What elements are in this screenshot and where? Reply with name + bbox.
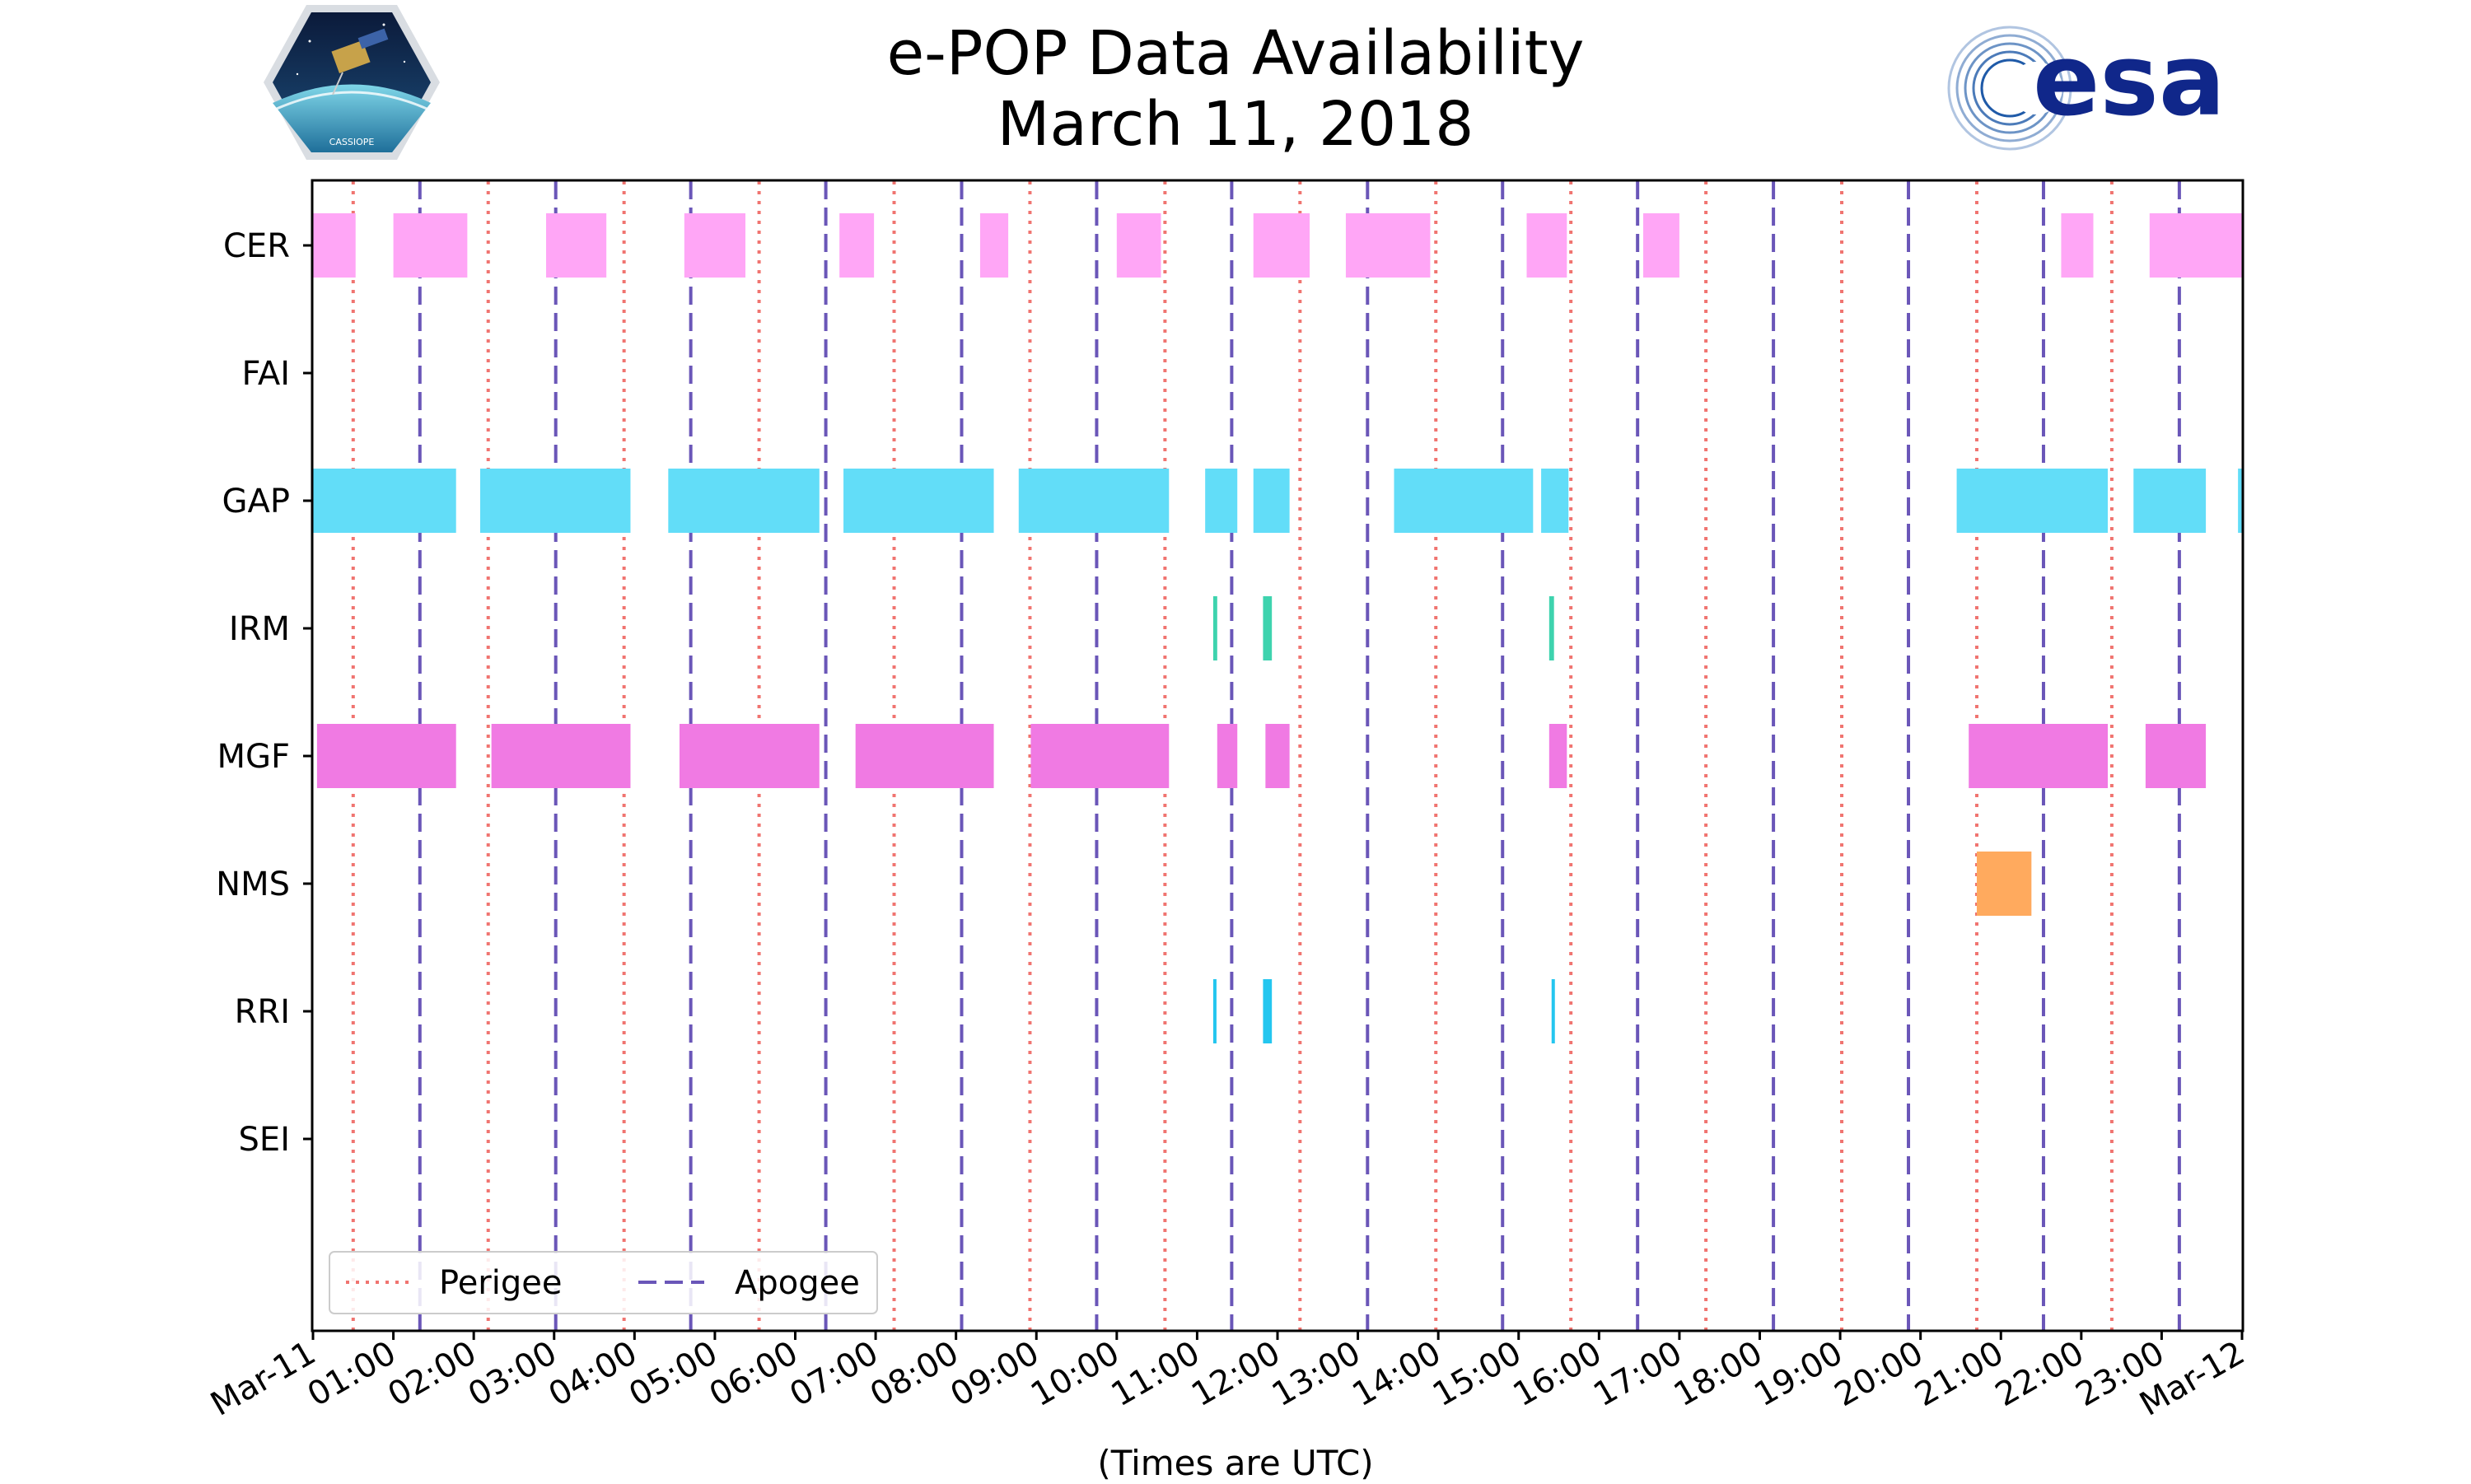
bar-gap xyxy=(1956,469,2109,533)
x-tick-label: 21:00 xyxy=(1908,1334,2010,1414)
y-tick-label: RRI xyxy=(235,993,290,1031)
bar-gap xyxy=(2133,469,2207,533)
x-tick-label: 07:00 xyxy=(783,1334,885,1414)
x-tick-label: 16:00 xyxy=(1506,1334,1608,1414)
y-tick-label: SEI xyxy=(239,1121,290,1159)
esa-swirl-icon xyxy=(1947,26,2072,151)
y-tick-label: MGF xyxy=(217,738,290,776)
bar-mgf xyxy=(2145,724,2207,788)
x-tick-label: 20:00 xyxy=(1829,1334,1930,1414)
bar-mgf xyxy=(1548,724,1567,788)
x-tick-label: 10:00 xyxy=(1025,1334,1126,1414)
x-tick-label: 18:00 xyxy=(1668,1334,1769,1414)
y-tick-label: CER xyxy=(223,227,290,265)
bar-mgf xyxy=(855,724,994,788)
bar-mgf xyxy=(1030,724,1170,788)
x-tick-label: 01:00 xyxy=(301,1334,403,1414)
x-tick-label: 19:00 xyxy=(1748,1334,1849,1414)
bar-gap xyxy=(668,469,820,533)
bar-gap xyxy=(479,469,631,533)
availability-bars xyxy=(313,213,2242,1043)
cassiope-mission-logo: CASSIOPE xyxy=(264,5,440,160)
esa-logo: esa xyxy=(1947,24,2226,151)
y-axis: CER FAI GAP IRM MGF NMS RRI SEI xyxy=(216,227,313,1159)
legend-apogee-label: Apogee xyxy=(735,1264,860,1302)
y-tick-label: IRM xyxy=(229,610,290,648)
legend-perigee-label: Perigee xyxy=(439,1264,562,1302)
bar-gap xyxy=(1018,469,1170,533)
bar-rri xyxy=(1551,979,1555,1043)
x-tick-label: 17:00 xyxy=(1587,1334,1689,1414)
bar-gap xyxy=(2238,469,2242,533)
bar-nms xyxy=(1976,852,2032,916)
x-tick-label: 02:00 xyxy=(381,1334,483,1414)
x-tick-label: 15:00 xyxy=(1427,1334,1528,1414)
bar-irm xyxy=(1548,596,1554,660)
bar-cer xyxy=(979,213,1009,278)
bar-cer xyxy=(1116,213,1161,278)
bar-cer xyxy=(2149,213,2242,278)
x-tick-label: 11:00 xyxy=(1105,1334,1207,1414)
title-line-2: March 11, 2018 xyxy=(997,89,1474,160)
x-tick-label: 09:00 xyxy=(944,1334,1045,1414)
x-tick-label: 22:00 xyxy=(1989,1334,2090,1414)
bar-mgf xyxy=(1969,724,2109,788)
x-tick-label: 08:00 xyxy=(864,1334,965,1414)
bar-cer xyxy=(393,213,468,278)
bar-cer xyxy=(545,213,607,278)
bar-cer xyxy=(684,213,745,278)
bar-cer xyxy=(2061,213,2094,278)
x-tick-label: 05:00 xyxy=(623,1334,724,1414)
bar-gap xyxy=(1253,469,1290,533)
bar-mgf xyxy=(316,724,456,788)
x-tick-label: 06:00 xyxy=(703,1334,805,1414)
bar-mgf xyxy=(679,724,820,788)
bar-gap xyxy=(843,469,994,533)
bar-mgf xyxy=(1265,724,1290,788)
y-tick-label: FAI xyxy=(242,355,291,393)
y-tick-label: NMS xyxy=(216,866,290,903)
bar-rri xyxy=(1263,979,1273,1043)
title-line-1: e-POP Data Availability xyxy=(886,18,1585,89)
esa-logo-text: esa xyxy=(2033,24,2226,138)
bar-mgf xyxy=(1217,724,1238,788)
bar-cer xyxy=(839,213,875,278)
legend-frame xyxy=(329,1251,878,1314)
bar-cer xyxy=(1253,213,1310,278)
x-tick-label: 04:00 xyxy=(542,1334,643,1414)
bar-mgf xyxy=(491,724,631,788)
x-tick-label: 14:00 xyxy=(1346,1334,1447,1414)
bar-cer xyxy=(1526,213,1567,278)
x-axis-label: (Times are UTC) xyxy=(1097,1443,1374,1483)
bar-gap xyxy=(1205,469,1238,533)
bar-gap xyxy=(1541,469,1569,533)
x-axis: Mar-1101:0002:0003:0004:0005:0006:0007:0… xyxy=(204,1330,2251,1424)
bar-irm xyxy=(1212,596,1217,660)
x-tick-label: 03:00 xyxy=(462,1334,563,1414)
bar-gap xyxy=(1394,469,1534,533)
satellite-icon xyxy=(331,28,389,96)
cassiope-logo-text: CASSIOPE xyxy=(329,137,375,147)
x-tick-label: 13:00 xyxy=(1266,1334,1367,1414)
legend: Perigee Apogee xyxy=(329,1251,878,1314)
bar-rri xyxy=(1212,979,1217,1043)
y-tick-label: GAP xyxy=(222,483,290,520)
bar-cer xyxy=(313,213,356,278)
bar-gap xyxy=(313,469,456,533)
bar-irm xyxy=(1263,596,1273,660)
x-tick-label: 12:00 xyxy=(1185,1334,1287,1414)
chart-title: e-POP Data Availability March 11, 2018 xyxy=(0,18,2471,160)
bar-cer xyxy=(1643,213,1679,278)
bar-cer xyxy=(1345,213,1431,278)
